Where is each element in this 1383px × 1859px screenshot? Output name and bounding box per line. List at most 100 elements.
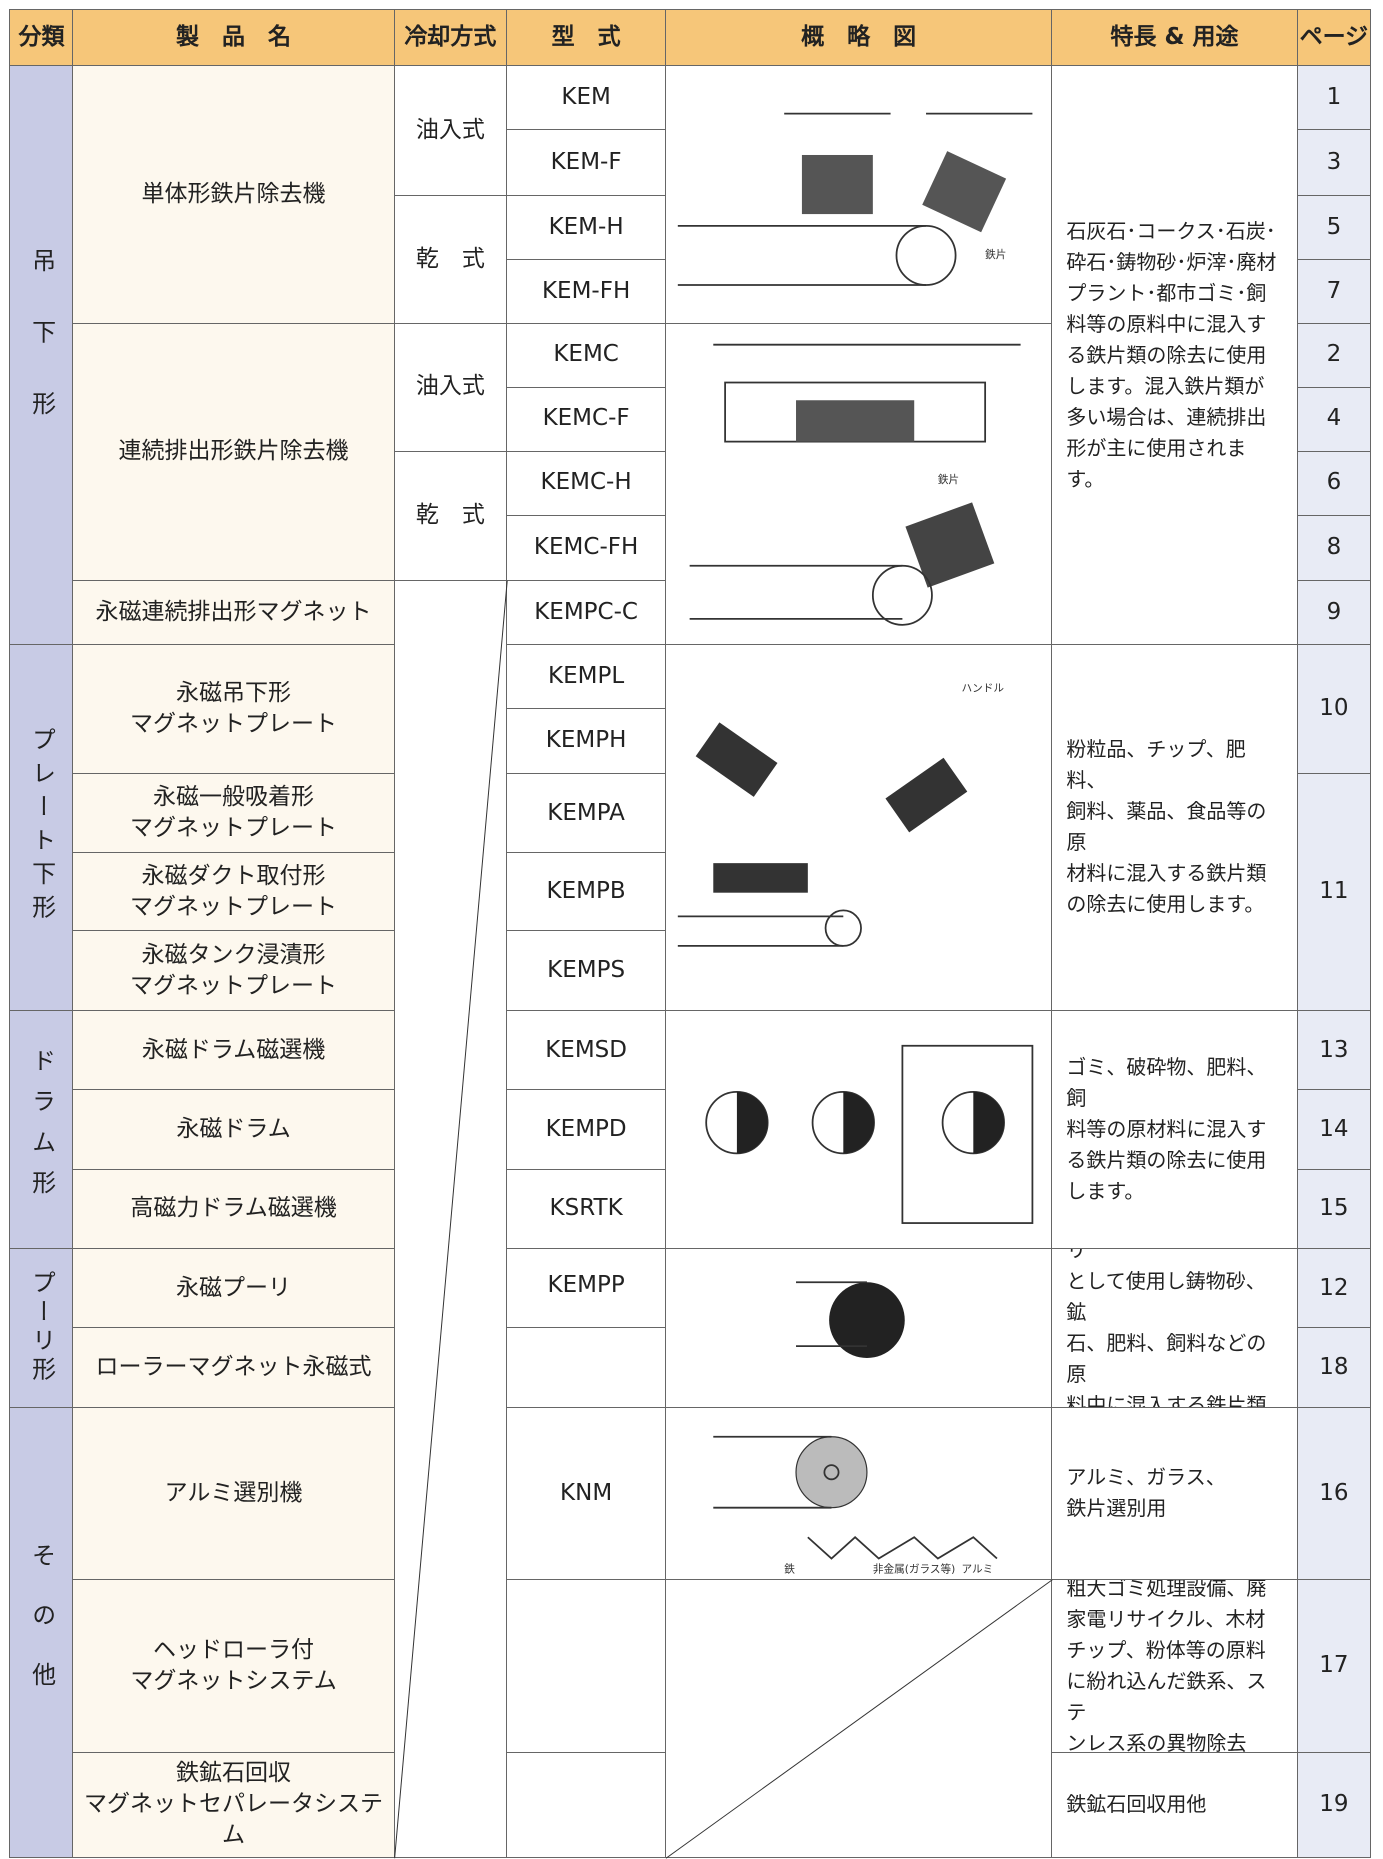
diagram: [666, 1010, 1053, 1250]
model-code: KEMPA: [507, 773, 666, 854]
cooling-method: 油入式: [394, 66, 508, 196]
page-number: 14: [1297, 1090, 1372, 1170]
pulley: [871, 564, 933, 626]
page-number: 15: [1297, 1169, 1372, 1250]
diagram-sketch: [796, 1280, 905, 1358]
column-header: 特長 & 用途: [1052, 9, 1298, 67]
product-name: 単体形鉄片除去機: [73, 66, 395, 324]
page-number: 8: [1297, 515, 1372, 581]
empty-cell: [507, 1579, 666, 1753]
plate: [885, 757, 968, 833]
column-header: 製 品 名: [73, 9, 395, 67]
diagram: 鉄片: [666, 323, 1053, 645]
feature-text: 粉粒品、チップ、肥料、 飼料、薬品、食品等の原 材料に混入する鉄片類 の除去に使…: [1052, 644, 1298, 1011]
model-code: KEMPB: [507, 853, 666, 932]
product-name: 永磁吊下形 マグネットプレート: [73, 644, 395, 774]
diagram-label: アルミ: [962, 1563, 994, 1576]
drum-half: [973, 1092, 1005, 1154]
column-header: ページ: [1297, 9, 1372, 67]
column-header: 型 式: [507, 9, 666, 67]
diagram-sketch: ハンドル: [677, 682, 1005, 947]
diagram-label: ハンドル: [962, 682, 1005, 695]
pulley: [895, 224, 957, 286]
page-number: 9: [1297, 580, 1372, 645]
diagram-label: 鉄: [784, 1563, 795, 1576]
diagram: 鉄 非金属(ガラス等) アルミ: [666, 1407, 1053, 1580]
hopper: [807, 1536, 998, 1561]
drum-core: [823, 1464, 840, 1481]
page-number: 11: [1297, 773, 1372, 1011]
model-code: KEMC-H: [507, 451, 666, 516]
product-name: 永磁一般吸着形 マグネットプレート: [73, 773, 395, 854]
drum-half: [843, 1092, 875, 1154]
product-name: 永磁ダクト取付形 マグネットプレート: [73, 853, 395, 932]
page-number: 17: [1297, 1579, 1372, 1753]
empty-cell: [666, 1579, 1053, 1859]
diagram-sketch: 鉄片: [689, 343, 1021, 626]
page-number: 18: [1297, 1328, 1372, 1408]
magnet: [801, 154, 873, 214]
column-header: 分類: [9, 9, 74, 67]
model-code: KEM-H: [507, 195, 666, 260]
cooling-method: 乾 式: [394, 195, 508, 324]
page-number: 3: [1297, 130, 1372, 196]
plate: [713, 863, 808, 893]
page-number: 2: [1297, 323, 1372, 388]
product-name: 永磁プーリ: [73, 1249, 395, 1329]
diagram: ハンドル: [666, 644, 1053, 1011]
model-code: KEMPD: [507, 1090, 666, 1170]
feature-text: 鉄鉱石回収用他: [1052, 1752, 1298, 1859]
model-code: KEMC: [507, 323, 666, 388]
magnet: [724, 381, 987, 443]
model-code: KEMPP: [507, 1249, 666, 1329]
pulley: [829, 1281, 905, 1358]
diagram: 鉄片: [666, 66, 1053, 324]
diagram: [666, 1249, 1053, 1408]
frame: [901, 1045, 1034, 1225]
model-code: KEMPH: [507, 708, 666, 774]
product-name: 永磁連続排出形マグネット: [73, 580, 395, 645]
product-name: 永磁ドラム磁選機: [73, 1010, 395, 1091]
page-number: 16: [1297, 1407, 1372, 1580]
product-name: ヘッドローラ付 マグネットシステム: [73, 1579, 395, 1753]
feature-text: 粗大ゴミ処理設備、廃 家電リサイクル、木材 チップ、粉体等の原料 に紛れ込んだ鉄…: [1052, 1579, 1298, 1753]
page-number: 1: [1297, 66, 1372, 131]
model-code: KEM-FH: [507, 259, 666, 324]
feature-text: コンベヤのヘッドプーリ として使用し鋳物砂、鉱 石、肥料、飼料などの原 料中に混…: [1052, 1249, 1298, 1408]
cooling-method: 油入式: [394, 323, 508, 452]
feature-text: アルミ、ガラス、 鉄片選別用: [1052, 1407, 1298, 1580]
model-code: KEMC-FH: [507, 515, 666, 581]
product-name: 鉄鉱石回収 マグネットセパレータシステム: [73, 1752, 395, 1859]
page-number: 10: [1297, 644, 1372, 774]
model-code: KEMPC-C: [507, 580, 666, 645]
magnet-core: [796, 400, 915, 442]
column-header: 概 略 図: [666, 9, 1053, 67]
category: プーリ形: [9, 1249, 74, 1408]
category: プレート下形: [9, 644, 74, 1011]
model-code: KEM: [507, 66, 666, 131]
product-name: 永磁ドラム: [73, 1090, 395, 1170]
diagram-sketch: [705, 1045, 1034, 1225]
drum: [795, 1436, 868, 1509]
product-name: ローラーマグネット永磁式: [73, 1328, 395, 1408]
model-code: KEMC-F: [507, 387, 666, 452]
magnet: [922, 151, 1007, 233]
product-name: 永磁タンク浸漬形 マグネットプレート: [73, 931, 395, 1011]
product-name: 高磁力ドラム磁選機: [73, 1169, 395, 1250]
diagram-label: 鉄片: [938, 473, 959, 486]
feature-text: 石灰石･コークス･石炭･ 砕石･鋳物砂･炉滓･廃材 プラント･都市ゴミ･飼 料等…: [1052, 66, 1298, 645]
category: ドラム形: [9, 1010, 74, 1250]
magnet: [905, 502, 995, 588]
model-code: KEM-F: [507, 130, 666, 196]
category: 吊下形: [9, 66, 74, 645]
page-number: 7: [1297, 259, 1372, 324]
diagram-sketch: 鉄 非金属(ガラス等) アルミ: [713, 1436, 998, 1576]
model-code: KSRTK: [507, 1169, 666, 1250]
category: その他: [9, 1407, 74, 1859]
diagram-sketch: 鉄片: [677, 112, 1033, 286]
cooling-method: 乾 式: [394, 451, 508, 581]
page-number: 5: [1297, 195, 1372, 260]
